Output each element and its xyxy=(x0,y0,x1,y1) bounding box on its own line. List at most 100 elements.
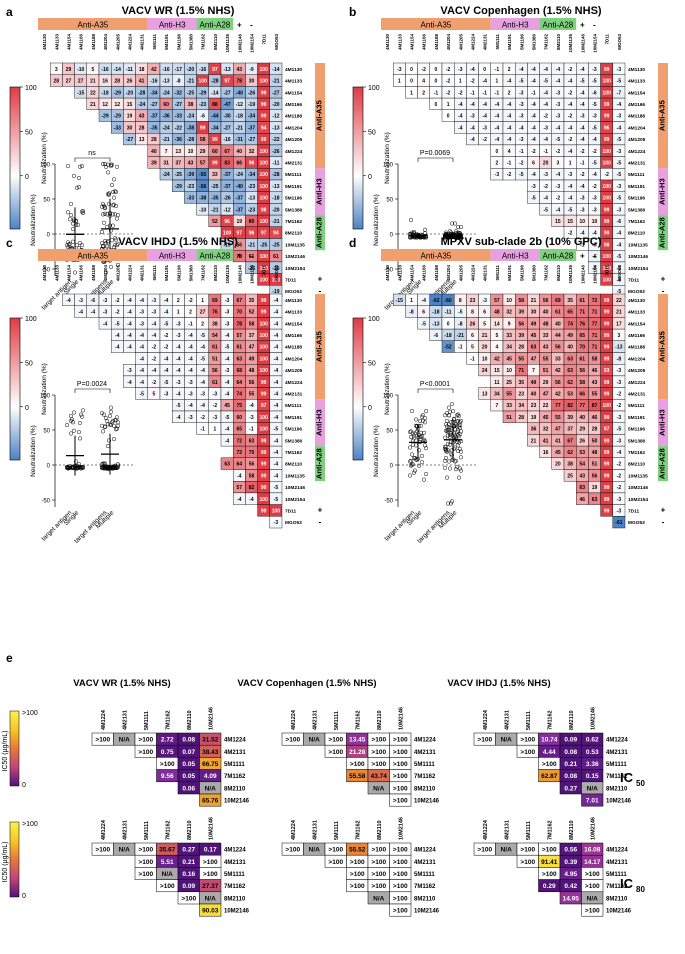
cell-value: 70 xyxy=(580,345,586,351)
cell-value: 71 xyxy=(519,368,525,374)
ic-value: N/A xyxy=(309,847,321,854)
data-point xyxy=(105,245,109,249)
cell-value: -3 xyxy=(556,184,561,190)
data-point xyxy=(101,430,105,434)
cell-value: -5 xyxy=(519,79,524,85)
cell-value: -4 xyxy=(543,137,548,143)
cell-value: 47 xyxy=(531,356,537,362)
cell-value: -3 xyxy=(531,184,536,190)
cell-value: 71 xyxy=(592,310,598,316)
data-point xyxy=(459,469,463,473)
cell-value: 48 xyxy=(543,321,549,327)
cell-value: 47 xyxy=(543,391,549,397)
cell-value: 58 xyxy=(249,321,255,327)
cell-value: 99 xyxy=(604,438,610,444)
cell-value: -4 xyxy=(580,102,585,108)
cell-value: 1 xyxy=(398,79,401,85)
row-label: 8M2110 xyxy=(414,786,436,792)
cell-value: 51 xyxy=(543,368,549,374)
cell-value: -4 xyxy=(274,345,279,351)
row-label: 4M1204 xyxy=(285,125,303,131)
row-label: 10M2154 xyxy=(285,266,305,272)
colorbar-tick-label: 100 xyxy=(368,85,380,92)
ic-value: 0.09 xyxy=(564,737,577,744)
cell-value: 16 xyxy=(102,79,108,85)
data-point xyxy=(414,418,418,422)
row-label: 4M1130 xyxy=(285,298,302,304)
cell-value: -10 xyxy=(77,67,84,73)
cell-value: 37 xyxy=(567,427,573,433)
cell-value: -61 xyxy=(615,520,622,526)
cell-value: -4 xyxy=(127,310,132,316)
cell-value: -3 xyxy=(213,415,218,421)
cell-value: -13 xyxy=(223,67,230,73)
cell-value: -4 xyxy=(543,196,548,202)
cell-value: -4 xyxy=(274,310,279,316)
cell-value: -4 xyxy=(568,102,573,108)
cell-value: 47 xyxy=(555,427,561,433)
ic-value: >100 xyxy=(328,737,343,744)
row-label: 7M1162 xyxy=(285,219,302,225)
column-label: 5M1111 xyxy=(526,821,532,840)
cell-value: -22 xyxy=(272,137,279,143)
ic-value: >100 xyxy=(520,859,535,866)
colorbar-tick-label: 0 xyxy=(368,405,372,412)
ic-value: >100 xyxy=(393,785,408,792)
cell-value: 23 xyxy=(470,298,476,304)
cell-value: 32 xyxy=(506,310,512,316)
cell-value: 2 xyxy=(177,298,180,304)
cell-value: -3 xyxy=(592,67,597,73)
column-label: MGO53 xyxy=(274,34,279,50)
scatter-tick-label: 50 xyxy=(43,198,50,204)
ic-value: 0.21 xyxy=(182,859,195,866)
cell-value: -2 xyxy=(568,90,573,96)
significance-label: P=0.0024 xyxy=(77,381,107,388)
cell-value: -23 xyxy=(248,184,255,190)
column-label: 4M1130 xyxy=(385,265,390,282)
cell-value: -5 xyxy=(164,321,169,327)
cell-value: 99 xyxy=(604,102,610,108)
column-label: 5M1111 xyxy=(144,711,150,730)
cell-value: -1 xyxy=(188,321,193,327)
group-label: - xyxy=(250,21,253,30)
e-title: VACV Copenhagen (1.5% NHS) xyxy=(237,678,376,689)
cell-value: 2 xyxy=(189,310,192,316)
ic-value: >100 xyxy=(285,737,300,744)
cell-value: -4 xyxy=(495,137,500,143)
ic-value: >100 xyxy=(393,749,408,756)
data-point xyxy=(101,213,105,217)
cell-value: 44 xyxy=(555,333,561,339)
cell-value: 56 xyxy=(249,380,255,386)
cell-value: -4 xyxy=(188,333,193,339)
cell-value: 49 xyxy=(531,380,537,386)
cell-value: 27 xyxy=(66,79,72,85)
column-label: 4M1224 xyxy=(291,709,297,730)
cell-value: 69 xyxy=(212,298,218,304)
scatter-ylabel: Neutralization (%) xyxy=(30,425,37,477)
ic-value: >100 xyxy=(542,847,557,854)
row-label: 8M2110 xyxy=(606,896,628,902)
cell-value: 3 xyxy=(557,160,560,166)
ic-value: N/A xyxy=(309,737,321,744)
cell-value: 33 xyxy=(506,333,512,339)
cell-value: 100 xyxy=(260,172,269,178)
cell-value: -18 xyxy=(432,310,439,316)
scatter-tick-label: 100 xyxy=(383,394,394,400)
column-label: 4M1204 xyxy=(446,265,451,282)
data-point xyxy=(423,228,427,232)
cell-value: -6 xyxy=(592,90,597,96)
colorbar-tick-label: 100 xyxy=(25,316,37,323)
cell-value: -2 xyxy=(446,90,451,96)
ic-value: >100 xyxy=(138,871,153,878)
cell-value: -3 xyxy=(592,196,597,202)
cell-value: -5 xyxy=(617,254,622,260)
cell-value: 99 xyxy=(604,114,610,120)
colorbar-label: Neutralization (%) xyxy=(384,363,391,415)
column-label: 4M1188 xyxy=(91,265,96,282)
cell-value: 51 xyxy=(212,356,218,362)
cell-value: -4 xyxy=(458,102,463,108)
ic-value: 0.08 xyxy=(182,737,195,744)
cell-value: 28 xyxy=(115,79,121,85)
data-point xyxy=(424,409,428,413)
column-label: 4M1224 xyxy=(471,34,476,51)
